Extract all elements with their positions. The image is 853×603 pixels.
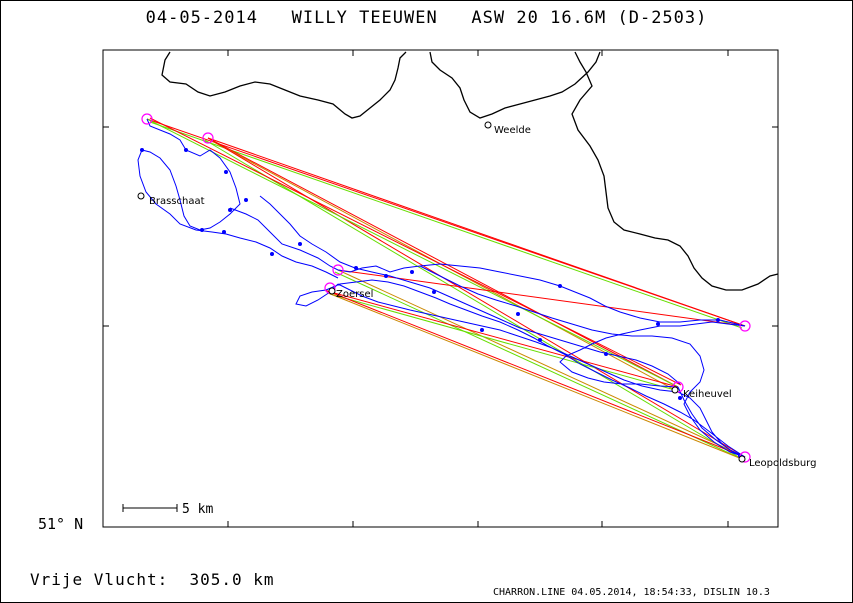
turnpoint-1: [202, 132, 214, 144]
turnpoint-start: [141, 113, 153, 125]
distance-summary: Vrije Vlucht: 305.0 km: [30, 570, 275, 589]
latitude-label: 51° N: [38, 515, 84, 533]
border-line: [161, 51, 779, 291]
axis-ticks: [102, 50, 778, 527]
place-label-weelde: Weelde: [494, 125, 531, 136]
turnpoint-east: [739, 320, 751, 332]
page-title: 04-05-2014 WILLY TEEUWEN ASW 20 16.6M (D…: [145, 8, 708, 28]
flight-track: [137, 118, 746, 458]
place-label-zoersel: Zoersel: [336, 289, 373, 300]
plot-frame: [102, 49, 779, 528]
scale-bar: [122, 504, 178, 512]
place-label-leopoldsburg: Leopoldsburg: [749, 458, 816, 469]
task-legs: [146, 117, 746, 460]
turnpoint-keiheuvel: [672, 381, 684, 393]
turnpoints: [141, 113, 751, 463]
place-label-brasschaat: Brasschaat: [149, 196, 205, 207]
place-markers: [137, 121, 746, 463]
footer-info: CHARRON.LINE 04.05.2014, 18:54:33, DISLI…: [493, 587, 770, 598]
track-markers: [140, 148, 742, 458]
scale-label: 5 km: [182, 502, 213, 517]
place-label-keiheuvel: Keiheuvel: [683, 389, 732, 400]
turnpoint-zoersel: [332, 264, 344, 276]
